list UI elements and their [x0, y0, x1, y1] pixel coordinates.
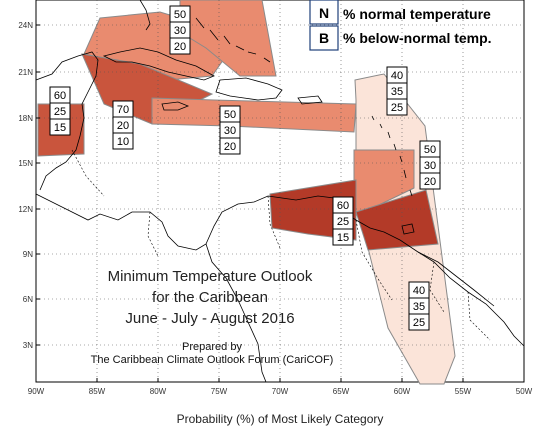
probability-value: 20: [117, 120, 129, 132]
outlook-title: Minimum Temperature Outlook for the Cari…: [108, 268, 313, 327]
probability-value: 20: [224, 141, 236, 153]
region-hispaniola-puerto-rico: [151, 97, 357, 133]
title-line-1: Minimum Temperature Outlook: [108, 268, 313, 285]
coastlines: [35, 0, 525, 383]
probability-value: 35: [413, 301, 425, 313]
y-tick-label: 9N: [23, 250, 33, 259]
probability-cell: [332, 228, 354, 246]
legend-key-b: B: [319, 30, 329, 46]
y-tick-label: 21N: [18, 68, 33, 77]
probability-box: 70 20 10: [112, 100, 134, 150]
probability-box: 50 30 20: [169, 5, 191, 55]
probability-value: 50: [174, 9, 186, 21]
credit: Prepared by The Caribbean Climate Outloo…: [91, 341, 334, 366]
probability-value: 20: [424, 176, 436, 188]
legend-label-n: % normal temperature: [343, 6, 491, 22]
probability-value: 70: [117, 104, 129, 116]
probability-value: 15: [337, 232, 349, 244]
y-tick-label: 24N: [18, 21, 33, 30]
title-line-2: for the Caribbean: [152, 289, 268, 306]
probability-value: 25: [337, 216, 349, 228]
x-tick-label: 65W: [333, 387, 350, 396]
probability-value: 30: [424, 160, 436, 172]
probability-value: 25: [413, 317, 425, 329]
y-tick-label: 18N: [18, 114, 33, 123]
x-tick-label: 50W: [516, 387, 533, 396]
region-trinidad-guyana: [355, 189, 439, 251]
probability-box: 50 30 20: [419, 140, 441, 190]
borders: [71, 149, 491, 341]
probability-value: 25: [54, 106, 66, 118]
credit-line-1: Prepared by: [182, 341, 242, 353]
legend-label-b: % below-normal temp.: [343, 30, 492, 46]
probability-cell: [419, 172, 441, 190]
probability-box: 60 25 15: [332, 196, 354, 246]
probability-value: 60: [337, 200, 349, 212]
probability-box: 60 25 15: [49, 86, 71, 136]
legend-key-n: N: [319, 5, 329, 21]
y-axis-ticks: 24N 21N 18N 15N 12N 9N 6N 3N: [18, 21, 40, 350]
probability-cell: [386, 98, 408, 116]
probability-value: 40: [413, 285, 425, 297]
probability-value: 50: [424, 144, 436, 156]
probability-box: 50 30 20: [219, 105, 241, 155]
probability-cell: [49, 118, 71, 136]
probability-value: 60: [54, 90, 66, 102]
y-tick-label: 3N: [23, 341, 33, 350]
probability-box: 40 35 25: [386, 66, 408, 116]
probability-value: 30: [224, 125, 236, 137]
x-tick-label: 75W: [211, 387, 228, 396]
probability-cell: [112, 132, 134, 150]
probability-value: 15: [54, 122, 66, 134]
probability-value: 25: [391, 102, 403, 114]
x-tick-label: 85W: [89, 387, 106, 396]
probability-value: 40: [391, 70, 403, 82]
title-line-3: June - July - August 2016: [125, 310, 294, 327]
legend-key-box-n: [309, 0, 339, 25]
probability-value: 50: [224, 109, 236, 121]
x-tick-label: 55W: [455, 387, 472, 396]
legend: N % normal temperature B % below-normal …: [309, 0, 492, 51]
x-axis-caption: Probability (%) of Most Likely Category: [177, 412, 384, 426]
probability-boxes: 50 30 20 60 25 15 70 20 10 50 30 20 40 35 25 50 30 20 60 25…: [49, 5, 441, 331]
probability-cell: [219, 137, 241, 155]
x-tick-label: 60W: [394, 387, 411, 396]
probability-box: 40 35 25: [408, 281, 430, 331]
x-tick-label: 80W: [150, 387, 167, 396]
probability-value: 35: [391, 86, 403, 98]
probability-value: 10: [117, 136, 129, 148]
credit-line-2: The Caribbean Climate Outlook Forum (Car…: [91, 354, 334, 366]
graticule: [36, 0, 524, 382]
probability-cell: [408, 313, 430, 331]
y-tick-label: 12N: [18, 205, 33, 214]
x-tick-label: 90W: [28, 387, 45, 396]
probability-cell: [169, 37, 191, 55]
x-axis-ticks: 90W 85W 80W 75W 70W 65W 60W 55W 50W: [28, 378, 533, 396]
probability-value: 30: [174, 25, 186, 37]
y-tick-label: 15N: [18, 159, 33, 168]
y-tick-label: 6N: [23, 295, 33, 304]
legend-key-box-b: [309, 25, 339, 51]
probability-value: 20: [174, 41, 186, 53]
x-tick-label: 70W: [272, 387, 289, 396]
